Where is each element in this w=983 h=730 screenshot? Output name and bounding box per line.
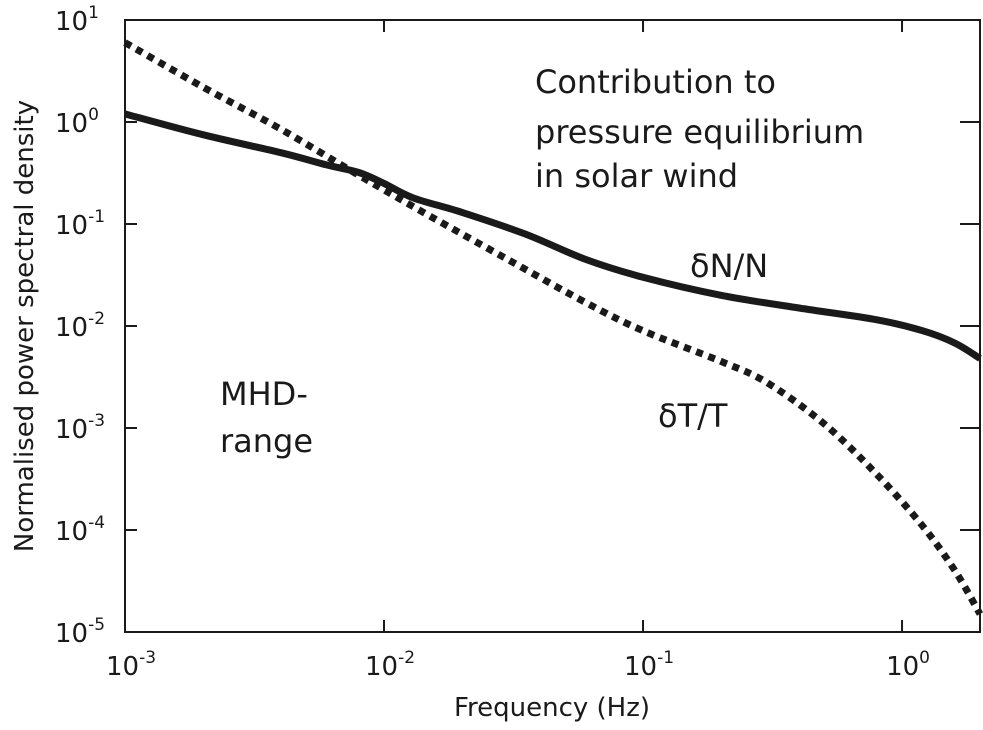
x-tick-label: 100 (886, 648, 930, 682)
annotation-line: in solar wind (535, 157, 738, 195)
contribution-annotation: Contribution to pressure equilibrium in … (535, 63, 864, 195)
y-tick-label: 10-3 (55, 411, 105, 445)
annotation-line: range (220, 422, 313, 460)
annotation-line: Contribution to (535, 63, 776, 101)
series-label-dn: δN/N (690, 247, 768, 285)
annotation-line: MHD- (220, 375, 308, 413)
ticks-layer: 10-3 10-2 10-1 100 101 100 10-1 10-2 10-3 10-4 10-… (55, 3, 980, 682)
y-tick-label: 100 (55, 105, 99, 139)
series-line-dn (124, 110, 982, 362)
y-tick-label: 10-1 (55, 207, 105, 241)
y-axis-title: Normalised power spectral density (10, 100, 40, 552)
series-label-dt: δT/T (658, 397, 728, 435)
y-tick-label: 10-4 (55, 513, 105, 547)
x-tick-label: 10-3 (106, 648, 156, 682)
x-tick-label: 10-1 (624, 648, 674, 682)
annotation-line: pressure equilibrium (535, 113, 864, 151)
y-tick-label: 10-5 (55, 615, 105, 649)
x-axis-title: Frequency (Hz) (454, 693, 650, 723)
series-line-dt (123, 39, 983, 616)
y-tick-label: 10-2 (55, 309, 105, 343)
y-tick-label: 101 (55, 3, 99, 37)
mhd-range-annotation: MHD- range (220, 375, 313, 460)
x-tick-label: 10-2 (365, 648, 415, 682)
series-layer (123, 39, 983, 616)
